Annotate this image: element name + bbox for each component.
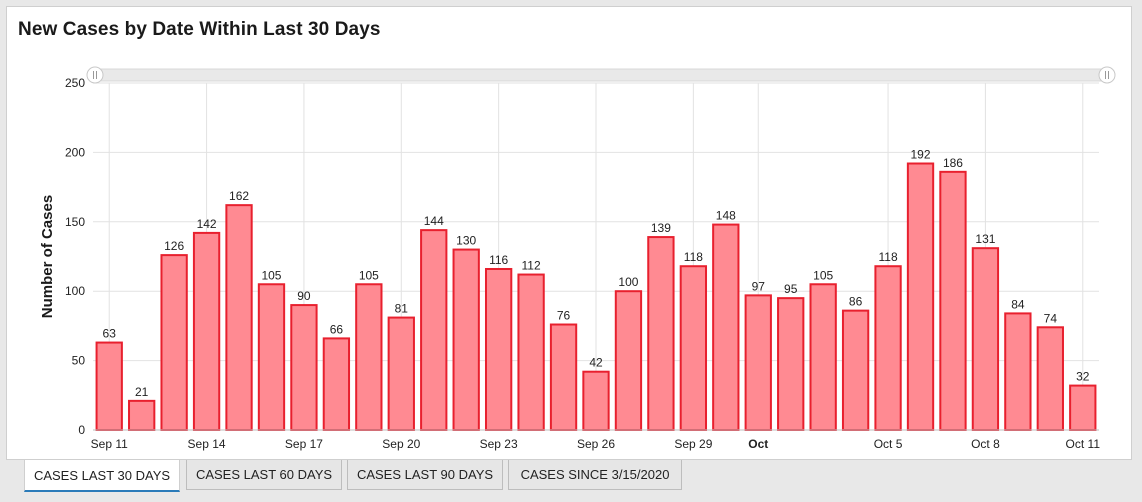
bar-value-label: 84 xyxy=(1011,297,1025,311)
bar-value-label: 105 xyxy=(359,268,379,282)
bar[interactable] xyxy=(355,283,383,432)
bar-value-label: 74 xyxy=(1044,311,1058,325)
bar-value-label: 21 xyxy=(135,385,149,399)
bar[interactable] xyxy=(192,231,221,431)
bar[interactable] xyxy=(225,204,253,431)
bar-value-label: 131 xyxy=(975,232,995,246)
bar-value-label: 63 xyxy=(103,327,117,341)
x-tick-label: Sep 14 xyxy=(188,437,226,451)
bar-value-label: 118 xyxy=(684,250,703,264)
bar[interactable] xyxy=(777,297,805,432)
x-tick-label: Sep 26 xyxy=(577,437,615,451)
bar-value-label: 32 xyxy=(1076,370,1090,384)
y-tick-label: 50 xyxy=(72,354,86,368)
bar-value-label: 192 xyxy=(911,148,931,162)
bar[interactable] xyxy=(971,247,1000,431)
bar[interactable] xyxy=(95,341,123,431)
bar[interactable] xyxy=(160,254,188,431)
bar[interactable] xyxy=(939,170,967,431)
bar[interactable] xyxy=(679,265,708,431)
tab-cases-last-30-days[interactable]: CASES LAST 30 DAYS xyxy=(24,460,180,492)
bar[interactable] xyxy=(484,267,513,431)
y-tick-label: 100 xyxy=(65,284,85,298)
bar[interactable] xyxy=(1069,384,1097,432)
y-axis-title: Number of Cases xyxy=(39,195,56,318)
bar[interactable] xyxy=(712,223,740,431)
bar-value-label: 186 xyxy=(943,156,963,170)
bar[interactable] xyxy=(647,236,675,431)
bar-value-label: 76 xyxy=(557,309,571,323)
bar-value-label: 148 xyxy=(716,209,736,223)
bar[interactable] xyxy=(841,309,870,431)
bar-value-label: 95 xyxy=(784,282,798,296)
bar[interactable] xyxy=(322,337,351,431)
bar-value-label: 66 xyxy=(330,322,344,336)
y-tick-label: 200 xyxy=(65,145,85,159)
bar-chart: 0 50 100 150 200 250 63 21 126 142 162 105 90 66 105 81… xyxy=(39,66,1116,451)
x-tick-label: Sep 17 xyxy=(285,437,323,451)
range-scrollbar-track[interactable] xyxy=(90,68,1112,82)
bar[interactable] xyxy=(874,265,902,431)
bar-value-label: 105 xyxy=(261,268,281,282)
y-tick-label: 150 xyxy=(65,215,85,229)
tab-cases-since-3-15-2020[interactable]: CASES SINCE 3/15/2020 xyxy=(508,460,682,490)
x-tick-label: Sep 29 xyxy=(674,437,712,451)
bar-value-label: 100 xyxy=(618,275,638,289)
bar[interactable] xyxy=(614,290,643,432)
bar[interactable] xyxy=(290,304,318,431)
bar[interactable] xyxy=(420,229,448,431)
bar-value-label: 130 xyxy=(456,234,476,248)
chart-panel: New Cases by Date Within Last 30 Days 0 5… xyxy=(6,6,1132,460)
bar[interactable] xyxy=(128,399,156,431)
bar-value-label: 139 xyxy=(651,221,671,235)
bar-value-label: 42 xyxy=(589,356,603,370)
tab-cases-last-90-days[interactable]: CASES LAST 90 DAYS xyxy=(347,460,503,490)
bar-value-label: 90 xyxy=(297,289,311,303)
x-tick-label: Sep 20 xyxy=(382,437,420,451)
bar[interactable] xyxy=(549,323,578,431)
bar[interactable] xyxy=(906,162,935,431)
bar-value-label: 86 xyxy=(849,295,863,309)
bar-value-label: 142 xyxy=(197,217,217,231)
bar-value-label: 126 xyxy=(164,239,184,253)
bar[interactable] xyxy=(582,370,610,432)
bar[interactable] xyxy=(257,283,286,432)
chart-title: New Cases by Date Within Last 30 Days xyxy=(18,19,381,40)
x-tick-label: Oct xyxy=(748,437,768,451)
bar-value-label: 118 xyxy=(878,250,897,264)
tab-cases-last-60-days[interactable]: CASES LAST 60 DAYS xyxy=(186,460,342,490)
bar[interactable] xyxy=(1036,326,1064,431)
bar[interactable] xyxy=(1004,312,1032,431)
x-tick-label: Oct 5 xyxy=(874,437,903,451)
bar-value-label: 144 xyxy=(424,214,444,228)
bar-value-label: 116 xyxy=(489,253,508,267)
range-handle-left[interactable] xyxy=(86,66,104,84)
x-tick-label: Sep 23 xyxy=(480,437,518,451)
bar-value-label: 112 xyxy=(522,259,541,273)
range-handle-right[interactable] xyxy=(1098,66,1116,84)
bar[interactable] xyxy=(809,283,837,432)
bar[interactable] xyxy=(452,248,480,431)
bar[interactable] xyxy=(744,294,772,432)
bar-value-label: 162 xyxy=(229,189,249,203)
bar[interactable] xyxy=(517,273,545,431)
x-tick-label: Oct 8 xyxy=(971,437,1000,451)
bar[interactable] xyxy=(387,316,415,431)
y-tick-label: 250 xyxy=(65,76,85,90)
bar-value-label: 81 xyxy=(395,302,409,316)
bar-value-label: 97 xyxy=(752,279,766,293)
bar-value-label: 105 xyxy=(813,268,833,282)
y-tick-label: 0 xyxy=(78,423,85,437)
x-tick-label: Sep 11 xyxy=(91,437,128,451)
x-tick-label: Oct 11 xyxy=(1066,437,1101,451)
